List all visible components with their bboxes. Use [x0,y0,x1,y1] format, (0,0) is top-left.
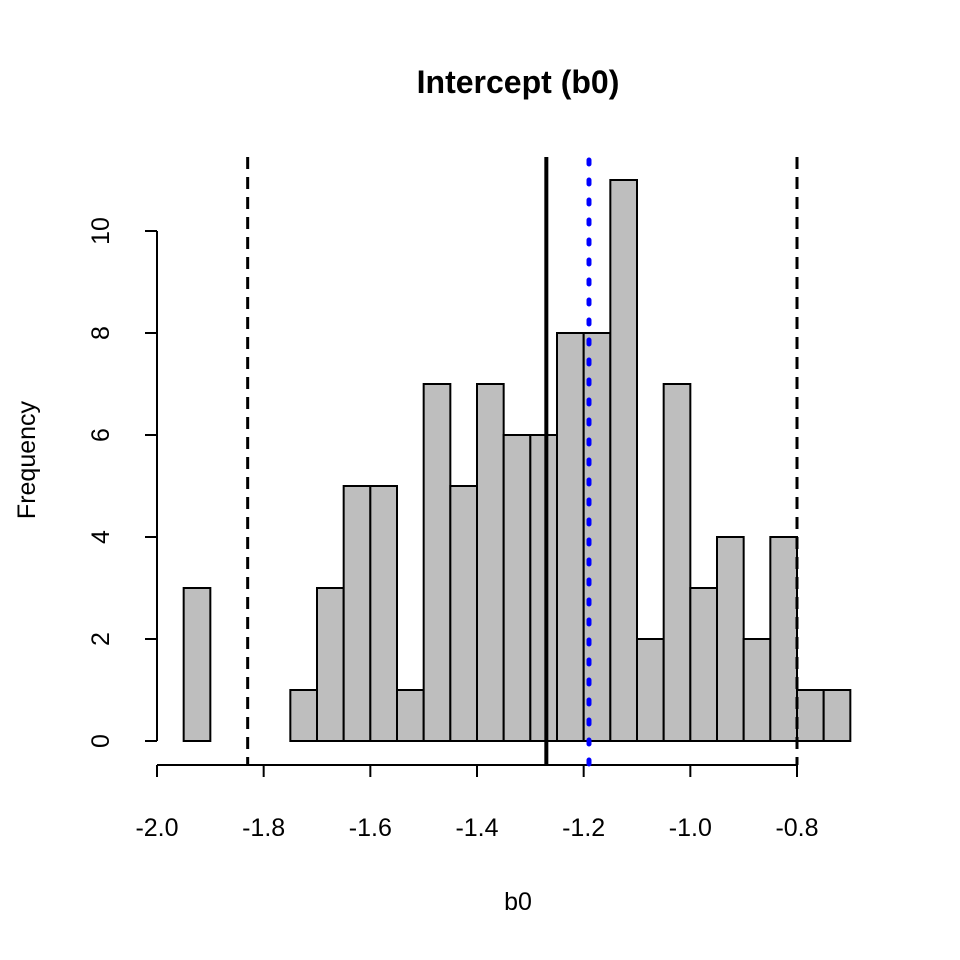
y-tick-label: 10 [87,217,115,245]
y-tick-label: 2 [87,632,115,646]
histogram-bar [609,179,638,742]
histogram-bar [476,383,505,742]
histogram-bar [369,485,399,742]
y-axis-label: Frequency [13,400,41,519]
histogram-bar [529,434,558,742]
y-tick-label: 4 [87,530,115,544]
histogram-bar [182,587,212,742]
histogram-bar [289,689,319,742]
chart-title: Intercept (b0) [417,64,620,100]
y-tick-label: 0 [87,734,115,748]
histogram-bar [822,689,852,742]
histogram-bar [636,638,665,742]
histogram-bar [502,434,532,742]
y-tick-label: 8 [87,326,115,340]
x-axis-label: b0 [504,888,532,916]
x-tick-label: -1.6 [349,814,392,842]
histogram-bar [449,485,479,742]
histogram-bar [316,587,345,742]
x-tick-label: -1.0 [669,814,712,842]
x-tick-label: -1.2 [562,814,605,842]
histogram-bar [662,383,692,742]
y-tick-label: 6 [87,428,115,442]
histogram-bar [396,689,425,742]
histogram-bar [796,689,825,742]
histogram-bar [689,587,718,742]
x-tick-label: -1.8 [242,814,285,842]
x-tick-label: -0.8 [775,814,818,842]
histogram-bar [422,383,452,742]
histogram-bar [342,485,372,742]
x-tick-label: -1.4 [455,814,498,842]
histogram-bar [716,536,745,742]
histogram-bar [769,536,798,742]
x-tick-label: -2.0 [135,814,178,842]
histogram-bar [556,332,585,742]
histogram-bar [742,638,772,742]
